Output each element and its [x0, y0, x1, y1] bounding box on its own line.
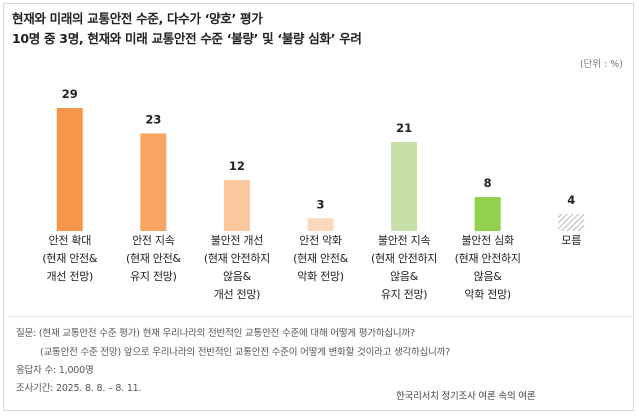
- x-tick-label: 모름: [561, 234, 582, 247]
- bar: [474, 197, 501, 231]
- bar: [307, 218, 334, 231]
- bar: [391, 141, 418, 231]
- x-tick-label: 안전 악화 (현재 안전& 악화 전망): [293, 234, 348, 283]
- frame: [3, 3, 634, 411]
- source-note: 한국리서치 정기조사 여론 속의 여론: [396, 391, 536, 402]
- value-label: 12: [229, 159, 245, 173]
- value-label: 29: [62, 87, 78, 101]
- value-label: 3: [316, 197, 324, 211]
- x-tick-label: 안전 지속 (현재 안전& 유지 전망): [125, 234, 181, 283]
- value-label: 21: [396, 121, 412, 135]
- value-label: 8: [484, 176, 492, 190]
- bar: [56, 108, 83, 231]
- x-tick-label: 불안전 지속 (현재 안전하지 않음& 유지 전망): [371, 234, 438, 301]
- value-label: 4: [567, 193, 575, 207]
- x-tick-label: 불안전 심화 (현재 안전하지 않음& 악화 전망): [454, 234, 521, 301]
- question-note: (교통안전 수준 전망) 앞으로 우리나라의 전반적인 교통안전 수준이 어떻게…: [40, 347, 451, 358]
- value-label: 23: [145, 112, 161, 126]
- separator: [8, 316, 631, 317]
- chart-title: 현재와 미래의 교통안전 수준, 다수가 ‘양호’ 평가: [12, 11, 263, 26]
- bar: [140, 133, 167, 231]
- question-note: 질문: (현재 교통안전 수준 평가) 현재 우리나라의 전반적인 교통안전 수…: [16, 328, 415, 339]
- bar: [558, 214, 585, 231]
- sample-note: 응답자 수: 1,000명: [16, 365, 94, 376]
- x-tick-label: 불안전 개선 (현재 안전하지 않음& 개선 전망): [203, 234, 270, 301]
- unit-label: (단위 : %): [579, 59, 623, 70]
- bar: [223, 180, 250, 231]
- x-tick-label: 안전 확대 (현재 안전& 개선 전망): [42, 234, 98, 283]
- period-note: 조사기간: 2025. 8. 8. – 8. 11.: [16, 383, 142, 394]
- chart-subtitle: 10명 중 3명, 현재와 미래 교통안전 수준 ‘불량’ 및 ‘불량 심화’ …: [12, 31, 362, 46]
